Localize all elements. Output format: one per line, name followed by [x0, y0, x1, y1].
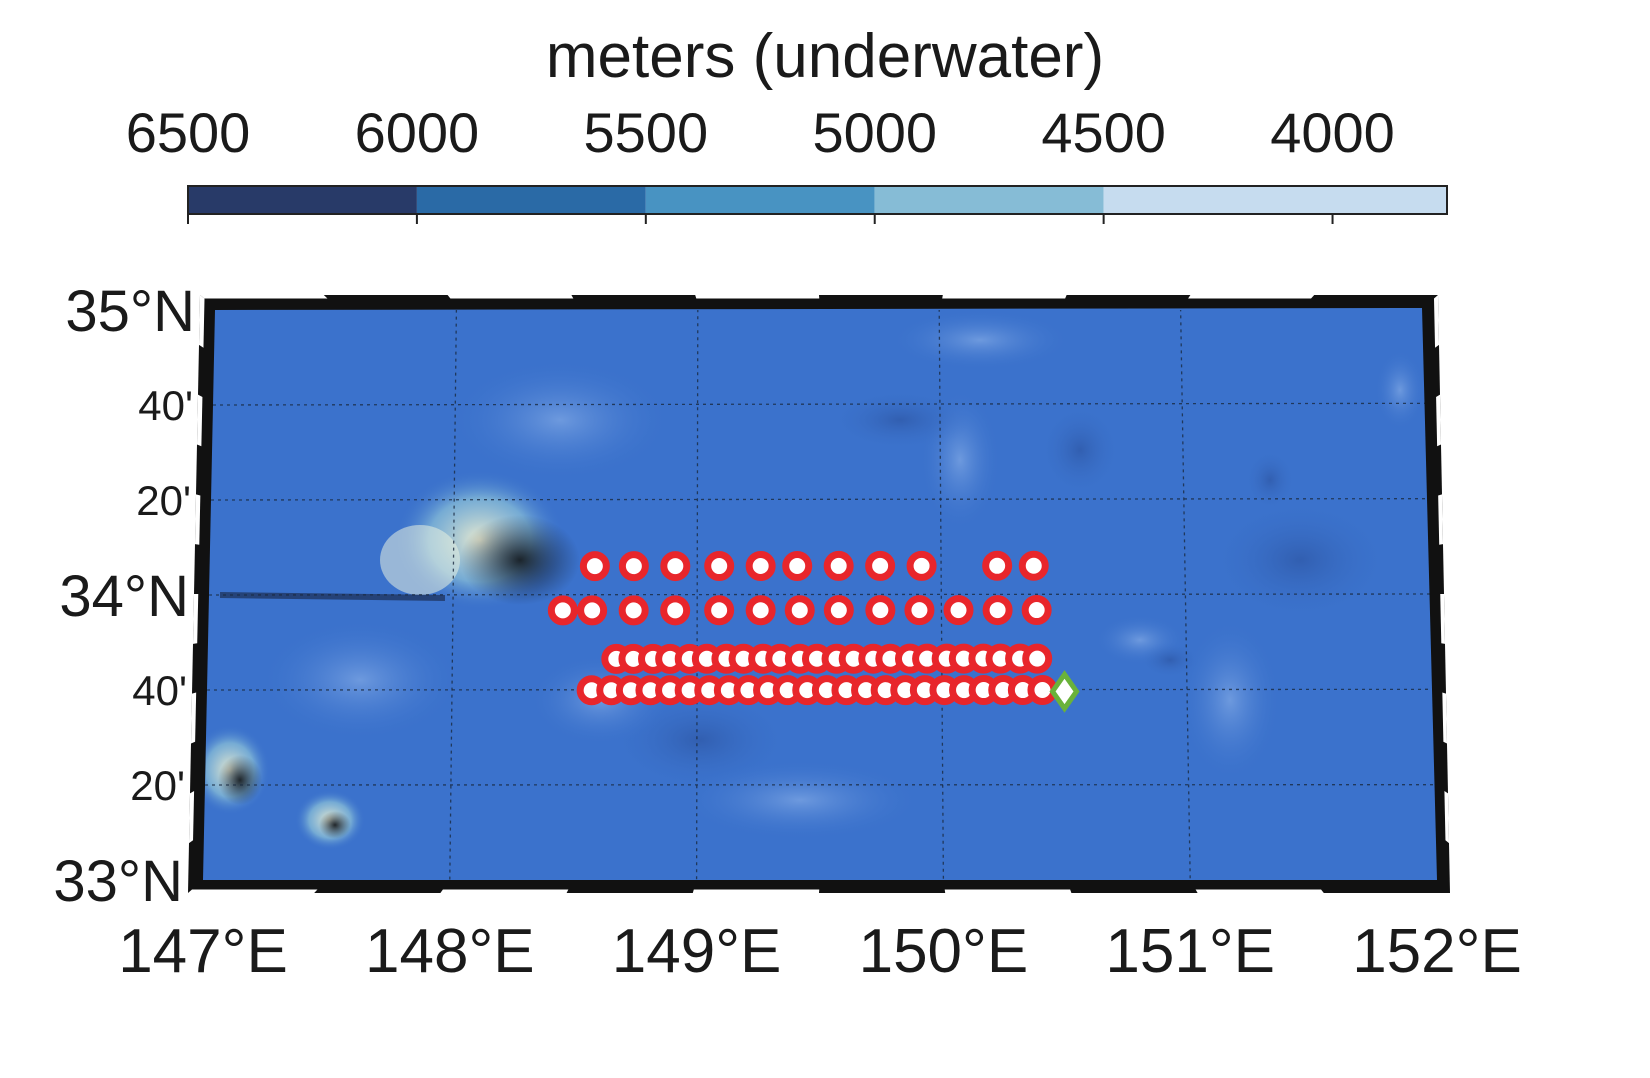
- observation-point: [579, 551, 610, 582]
- colorbar-bin: [645, 186, 875, 214]
- observation-point: [823, 595, 854, 626]
- observation-point: [618, 595, 649, 626]
- parallel-line: [208, 593, 1430, 596]
- longitude-label: 152°E: [1352, 917, 1522, 986]
- frame-tick-segment: [193, 594, 199, 644]
- observation-point: [1022, 643, 1053, 674]
- frame-tick-segment: [695, 295, 820, 299]
- frame-tick-segment: [1188, 295, 1315, 299]
- frame-tick-segment: [191, 692, 197, 744]
- colorbar-tick-label: 6000: [355, 101, 480, 164]
- bathymetry-relief: [203, 310, 1425, 850]
- observation-point: [865, 550, 896, 581]
- latitude-label: 20': [130, 762, 185, 809]
- latitude-label: 40': [132, 667, 187, 714]
- observation-point: [618, 551, 649, 582]
- observation-point: [943, 595, 974, 626]
- frame-tick-segment: [1436, 394, 1441, 447]
- frame-tick-segment: [1440, 594, 1445, 644]
- frame-tick-segment: [188, 889, 318, 893]
- meridian-line: [1179, 310, 1191, 881]
- observation-point: [745, 595, 776, 626]
- longitude-label: 148°E: [365, 917, 535, 986]
- frame-tick-segment: [200, 295, 328, 299]
- observation-points: [547, 550, 1058, 706]
- longitude-label: 149°E: [612, 917, 782, 986]
- station-marker: [1049, 670, 1080, 713]
- observation-point: [784, 595, 815, 626]
- frame-tick-segment: [1434, 295, 1439, 348]
- observation-point: [906, 550, 937, 581]
- observation-point: [547, 595, 578, 626]
- frame-tick-segment: [447, 295, 574, 299]
- latitude-label: 33°N: [53, 849, 183, 914]
- observation-point: [904, 595, 935, 626]
- colorbar-tick-labels: 6500 6000 5500 5000 4500 4000: [126, 101, 1395, 224]
- parallel-line: [206, 688, 1433, 691]
- latitude-label: 34°N: [59, 564, 189, 629]
- colorbar-bin: [1103, 186, 1447, 214]
- latitude-label: 20': [136, 477, 191, 524]
- frame-tick-segment: [692, 889, 820, 893]
- map-panel: [188, 295, 1450, 893]
- colorbar-tick-label: 6500: [126, 101, 251, 164]
- observation-point: [1021, 595, 1052, 626]
- observation-point: [745, 551, 776, 582]
- observation-point: [577, 595, 608, 626]
- latitude-label: 35°N: [65, 279, 195, 344]
- colorbar-bin: [416, 186, 646, 214]
- colorbar-bin: [188, 186, 417, 214]
- frame-tick-segment: [1442, 692, 1447, 744]
- frame-tick-segment: [1438, 494, 1443, 545]
- colorbar-tick-label: 4500: [1041, 101, 1166, 164]
- colorbar-bin: [874, 186, 1104, 214]
- map-frame-ticks: [188, 295, 1449, 893]
- frame-tick-segment: [1444, 791, 1449, 844]
- frame-tick-segment: [942, 295, 1067, 299]
- frame-tick-segment: [197, 394, 203, 447]
- observation-point: [704, 595, 735, 626]
- observation-point: [782, 550, 813, 581]
- frame-tick-segment: [195, 494, 201, 545]
- frame-tick-segment: [440, 889, 569, 893]
- observation-point: [660, 551, 691, 582]
- observation-point: [982, 550, 1013, 581]
- longitude-label: 151°E: [1105, 917, 1275, 986]
- observation-point: [660, 595, 691, 626]
- colorbar-outline: [187, 185, 1448, 215]
- longitude-label: 147°E: [118, 917, 288, 986]
- colorbar-tick-label: 5500: [584, 101, 709, 164]
- colorbar: [187, 185, 1448, 215]
- frame-tick-segment: [199, 295, 205, 348]
- observation-point: [982, 595, 1013, 626]
- observation-point: [823, 550, 854, 581]
- longitude-label: 150°E: [859, 917, 1029, 986]
- graticule: [204, 310, 1435, 881]
- station-marker-layer: [1049, 670, 1080, 713]
- frame-tick-segment: [1195, 889, 1324, 893]
- frame-tick-segment: [944, 889, 1072, 893]
- observation-point: [704, 551, 735, 582]
- frame-tick-segment: [189, 791, 195, 844]
- observation-point: [1018, 550, 1049, 581]
- colorbar-tick-label: 5000: [812, 101, 937, 164]
- colorbar-title: meters (underwater): [546, 22, 1104, 91]
- longitude-labels: 147°E 148°E 149°E 150°E 151°E 152°E: [118, 917, 1522, 986]
- parallel-line: [212, 402, 1425, 406]
- latitude-labels: 35°N 40' 20' 34°N 40' 20' 33°N: [53, 279, 195, 914]
- latitude-label: 40': [138, 382, 193, 429]
- colorbar-tick-label: 4000: [1270, 101, 1395, 164]
- observation-point: [865, 595, 896, 626]
